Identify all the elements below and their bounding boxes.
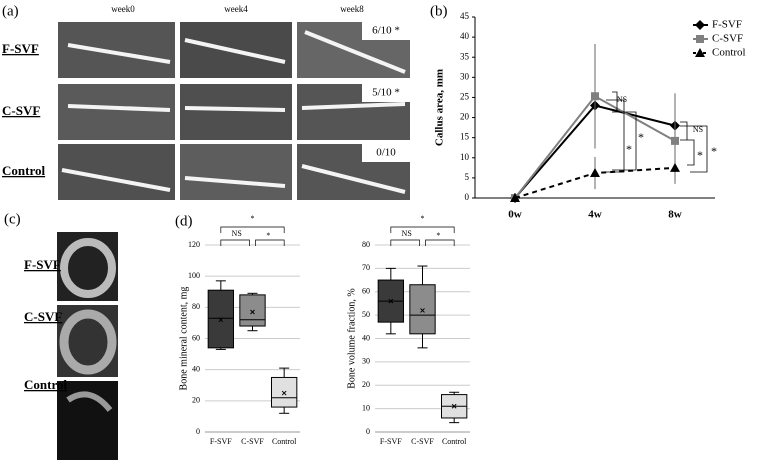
score-box (362, 84, 410, 102)
legend-label: Control (712, 47, 746, 59)
mean (250, 309, 255, 315)
score: 0/10 (376, 147, 396, 159)
row-label: Control (24, 377, 67, 392)
panel-a-images (57, 22, 410, 460)
y-tick-label: 5 (465, 172, 470, 182)
row-label: C-SVF (2, 103, 40, 118)
annotation: NS (232, 229, 242, 238)
y-tick-label: 100 (188, 271, 200, 280)
y-tick-label: 40 (362, 333, 370, 342)
panel-label: (c) (4, 211, 21, 227)
y-tick-label: 45 (460, 11, 470, 21)
y-tick-label: 70 (362, 263, 370, 272)
box (207, 289, 235, 349)
y-tick-label: 0 (196, 427, 200, 436)
y-tick-label: 50 (362, 310, 370, 319)
mean (388, 298, 394, 304)
bracket (390, 226, 455, 246)
y-axis-label: Bone volume fraction, % (346, 288, 357, 389)
marker (590, 168, 600, 178)
annotation: * (266, 231, 270, 240)
y-tick-label: 60 (192, 333, 200, 342)
annotation: * (251, 214, 255, 223)
y-tick-label: 0 (366, 427, 370, 436)
x-tick-label: F-SVF (380, 437, 402, 446)
box (239, 294, 266, 327)
row-label: C-SVF (24, 309, 62, 324)
annotation: * (626, 142, 632, 156)
bracket (606, 91, 708, 173)
score: 6/10 * (372, 25, 400, 37)
annotation: NS (617, 95, 627, 104)
annotation: * (421, 214, 425, 223)
score-box (362, 144, 410, 162)
x-tick-label: 8w (668, 209, 682, 221)
y-tick-label: 30 (460, 71, 470, 81)
panel-label: (a) (2, 3, 19, 19)
y-tick-label: 40 (192, 364, 200, 373)
legend-marker (695, 20, 705, 30)
row-label: F-SVF (24, 257, 61, 272)
column-label: week4 (224, 4, 248, 14)
bracket (220, 226, 285, 246)
annotation: * (697, 148, 703, 162)
panel-label: (b) (430, 3, 448, 19)
annotation: * (638, 130, 644, 144)
x-tick-label: Control (272, 437, 297, 446)
marker (671, 136, 679, 145)
y-tick-label: 60 (362, 287, 370, 296)
box (271, 376, 298, 408)
mean (420, 308, 425, 313)
y-tick-label: 80 (362, 240, 370, 249)
row-label: Control (2, 163, 45, 178)
marker (510, 193, 520, 202)
mean (281, 390, 287, 396)
score-box (362, 22, 410, 40)
column-label: week0 (111, 4, 135, 14)
legend-marker (695, 48, 705, 57)
y-tick-label: 20 (460, 112, 470, 122)
annotation: * (711, 144, 717, 158)
panel-label: (d) (175, 213, 193, 229)
marker (670, 162, 680, 172)
legend-marker (696, 35, 704, 43)
y-tick-label: 40 (460, 31, 470, 41)
x-tick-label: C-SVF (241, 437, 264, 446)
y-tick-label: 15 (460, 132, 470, 142)
marker (591, 92, 599, 101)
annotation: * (436, 231, 440, 240)
y-tick-label: 0 (465, 192, 470, 202)
y-tick-label: 20 (192, 396, 200, 405)
mean (218, 317, 224, 323)
mean (451, 403, 457, 409)
column-label: week8 (340, 4, 364, 14)
x-tick-label: 4w (588, 209, 602, 221)
y-tick-label: 30 (362, 357, 370, 366)
y-tick-label: 10 (362, 403, 370, 412)
x-tick-label: 0w (508, 209, 522, 221)
row-label: F-SVF (2, 41, 39, 56)
y-tick-label: 20 (362, 380, 370, 389)
x-tick-label: F-SVF (210, 437, 232, 446)
y-axis-label: Bone mineral content, mg (178, 287, 189, 391)
legend-label: F-SVF (712, 19, 742, 31)
score: 5/10 * (372, 87, 400, 99)
annotation: NS (402, 229, 412, 238)
x-tick-label: C-SVF (411, 437, 434, 446)
y-axis-label: Callus area, mm (434, 69, 446, 146)
y-tick-label: 80 (192, 302, 200, 311)
y-tick-label: 10 (460, 152, 470, 162)
y-tick-label: 25 (460, 92, 470, 102)
y-tick-label: 35 (460, 51, 470, 61)
y-tick-label: 120 (188, 240, 200, 249)
annotation: NS (693, 125, 703, 134)
box (409, 284, 436, 335)
x-tick-label: Control (442, 437, 467, 446)
legend-label: C-SVF (712, 33, 743, 45)
